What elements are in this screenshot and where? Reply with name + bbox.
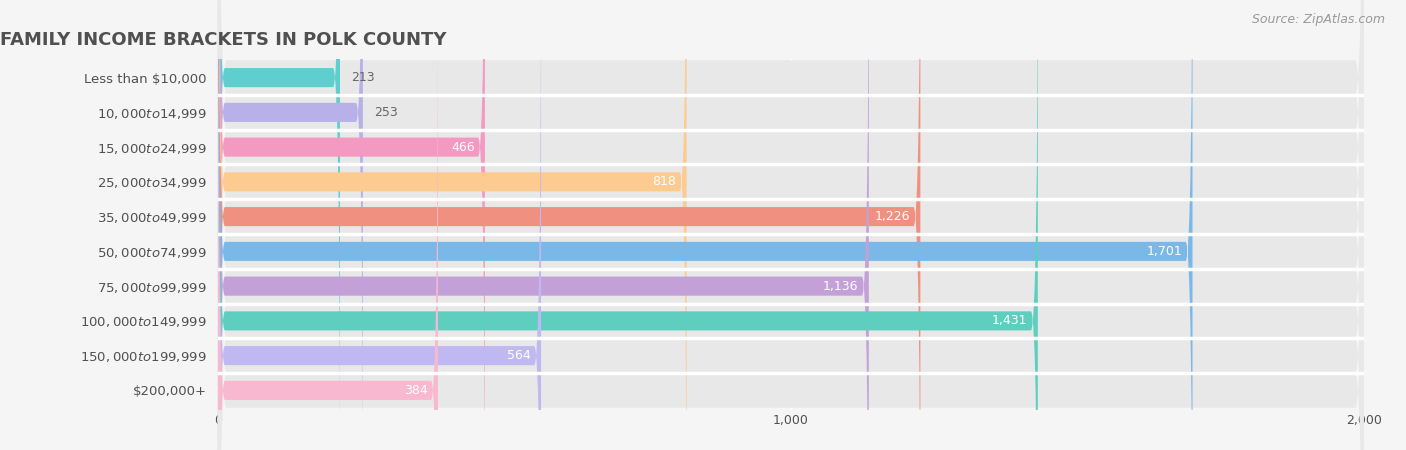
Text: 466: 466 — [451, 140, 475, 153]
FancyBboxPatch shape — [218, 0, 1364, 450]
FancyBboxPatch shape — [218, 0, 1364, 450]
FancyBboxPatch shape — [218, 0, 1364, 450]
Text: 253: 253 — [374, 106, 398, 119]
FancyBboxPatch shape — [218, 0, 1364, 450]
FancyBboxPatch shape — [218, 0, 686, 450]
FancyBboxPatch shape — [218, 0, 869, 450]
Text: 1,136: 1,136 — [823, 279, 859, 292]
Text: FAMILY INCOME BRACKETS IN POLK COUNTY: FAMILY INCOME BRACKETS IN POLK COUNTY — [0, 31, 447, 49]
FancyBboxPatch shape — [218, 0, 485, 450]
Text: 564: 564 — [508, 349, 530, 362]
FancyBboxPatch shape — [218, 0, 363, 450]
Text: 384: 384 — [404, 384, 427, 397]
FancyBboxPatch shape — [218, 0, 437, 450]
FancyBboxPatch shape — [218, 0, 1038, 450]
Text: Source: ZipAtlas.com: Source: ZipAtlas.com — [1251, 14, 1385, 27]
FancyBboxPatch shape — [218, 0, 1364, 450]
FancyBboxPatch shape — [218, 0, 1364, 450]
Text: 213: 213 — [352, 71, 375, 84]
FancyBboxPatch shape — [218, 0, 1192, 450]
Text: 1,431: 1,431 — [993, 315, 1028, 328]
Text: 1,226: 1,226 — [875, 210, 910, 223]
FancyBboxPatch shape — [218, 0, 541, 450]
FancyBboxPatch shape — [218, 0, 1364, 450]
Text: 1,701: 1,701 — [1146, 245, 1182, 258]
FancyBboxPatch shape — [218, 0, 921, 450]
FancyBboxPatch shape — [218, 0, 1364, 450]
FancyBboxPatch shape — [218, 0, 1364, 450]
FancyBboxPatch shape — [218, 0, 340, 450]
Text: 818: 818 — [652, 176, 676, 189]
FancyBboxPatch shape — [218, 0, 1364, 450]
